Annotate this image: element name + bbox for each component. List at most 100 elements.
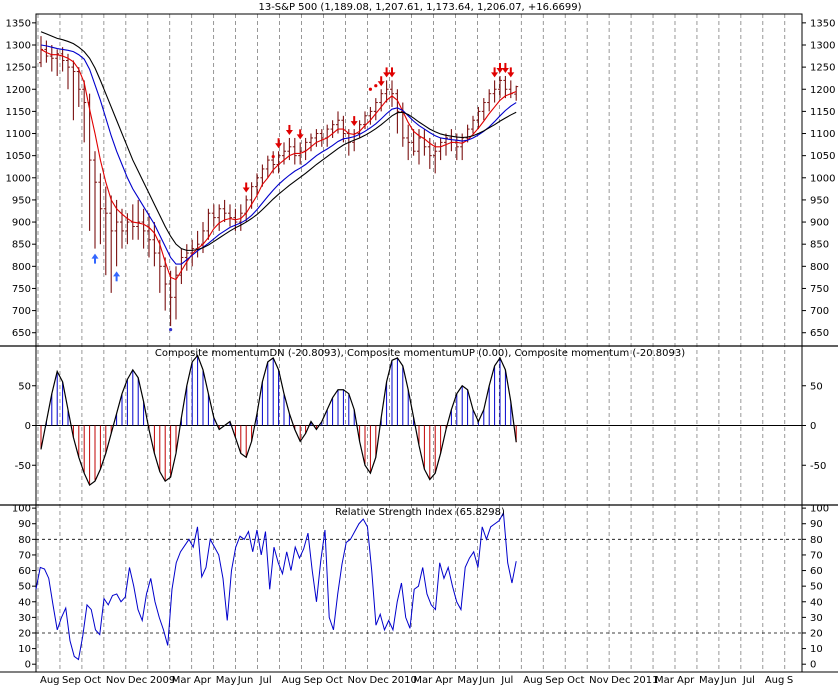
rsi-y-tick-left: 90 <box>18 519 31 530</box>
price-y-tick-left: 1150 <box>6 107 31 118</box>
buy-arrow-icon <box>91 253 99 259</box>
time-tick-label: Apr <box>194 675 212 686</box>
price-y-tick-right: 900 <box>810 218 829 229</box>
momentum-y-tick-right: 0 <box>810 421 816 432</box>
price-y-tick-right: 1250 <box>810 63 835 74</box>
moving-average-short <box>40 48 517 281</box>
time-tick-label: May <box>216 675 237 686</box>
time-tick-label: Jun <box>237 675 254 686</box>
price-y-tick-left: 850 <box>12 240 31 251</box>
time-tick-label: Nov <box>348 675 368 686</box>
price-y-tick-left: 650 <box>12 328 31 339</box>
sell-arrow-icon <box>242 187 250 193</box>
momentum-curve <box>40 354 517 487</box>
rsi-y-tick-left: 100 <box>12 504 31 515</box>
price-y-tick-left: 1000 <box>6 173 31 184</box>
time-tick-label: Mar <box>413 675 433 686</box>
price-y-tick-right: 1000 <box>810 173 835 184</box>
price-y-tick-right: 1050 <box>810 151 835 162</box>
time-tick-label: Oct <box>84 675 101 686</box>
price-y-tick-left: 800 <box>12 262 31 273</box>
time-tick-label: Jun <box>720 675 737 686</box>
time-tick-label: Mar <box>172 675 192 686</box>
rsi-frame <box>35 504 803 673</box>
sell-arrow-icon <box>501 67 509 73</box>
time-tick-label: Aug <box>282 675 302 686</box>
price-y-tick-left: 1300 <box>6 40 31 51</box>
price-y-tick-right: 800 <box>810 262 829 273</box>
time-tick-label: Apr <box>677 675 695 686</box>
price-y-tick-right: 1150 <box>810 107 835 118</box>
signal-dot <box>374 84 378 88</box>
time-tick-label: May <box>457 675 478 686</box>
rsi-y-tick-right: 40 <box>810 597 823 608</box>
rsi-y-tick-right: 50 <box>810 582 823 593</box>
rsi-panel <box>35 511 802 661</box>
time-tick-label: 2010 <box>391 675 416 686</box>
time-tick-label: Nov <box>106 675 126 686</box>
signal-dot <box>169 328 173 332</box>
moving-average-medium <box>40 44 517 265</box>
momentum-panel-title: Composite momentumDN (-20.8093), Composi… <box>155 348 685 359</box>
rsi-y-tick-right: 60 <box>810 566 823 577</box>
rsi-y-tick-left: 30 <box>18 613 31 624</box>
time-tick-label: 2011 <box>633 675 658 686</box>
time-tick-label: Jul <box>259 675 272 686</box>
time-tick-label: Aug <box>40 675 60 686</box>
momentum-y-tick-left: -50 <box>15 461 31 472</box>
sell-arrow-icon <box>496 67 504 73</box>
time-tick-label: Dec <box>369 675 388 686</box>
time-tick-label: Aug <box>523 675 543 686</box>
rsi-y-tick-right: 70 <box>810 550 823 561</box>
signal-dot <box>368 87 372 91</box>
rsi-y-tick-left: 40 <box>18 597 31 608</box>
rsi-y-tick-right: 20 <box>810 628 823 639</box>
rsi-y-tick-right: 30 <box>810 613 823 624</box>
rsi-y-tick-left: 20 <box>18 628 31 639</box>
price-y-tick-left: 1200 <box>6 85 31 96</box>
buy-arrow-icon <box>113 271 121 277</box>
price-y-tick-right: 1300 <box>810 40 835 51</box>
time-tick-label: Dec <box>128 675 147 686</box>
sell-arrow-icon <box>377 81 385 87</box>
time-tick-label: Jul <box>500 675 513 686</box>
time-tick-label: May <box>699 675 720 686</box>
rsi-y-tick-left: 70 <box>18 550 31 561</box>
signal-dot <box>271 154 275 159</box>
time-tick-label: Apr <box>435 675 453 686</box>
price-y-tick-right: 850 <box>810 240 829 251</box>
sell-arrow-icon <box>491 72 499 78</box>
sell-arrow-icon <box>275 143 283 149</box>
sell-arrow-icon <box>296 134 304 140</box>
sell-arrow-icon <box>507 72 515 78</box>
sell-arrow-icon <box>285 129 293 135</box>
price-y-tick-right: 1100 <box>810 129 835 140</box>
rsi-panel-title: Relative Strength Index (65.8298) <box>335 507 505 518</box>
momentum-y-tick-right: 50 <box>810 381 823 392</box>
time-tick-label: Jul <box>742 675 755 686</box>
time-tick-label: Aug <box>765 675 785 686</box>
rsi-y-tick-left: 50 <box>18 582 31 593</box>
time-tick-label: Oct <box>567 675 584 686</box>
grid-layer <box>37 14 786 672</box>
price-y-tick-right: 700 <box>810 306 829 317</box>
time-tick-label: Mar <box>655 675 675 686</box>
price-y-tick-left: 750 <box>12 284 31 295</box>
rsi-y-tick-right: 90 <box>810 519 823 530</box>
rsi-y-tick-left: 0 <box>25 660 31 671</box>
price-y-tick-right: 650 <box>810 328 829 339</box>
momentum-panel <box>36 354 802 487</box>
price-y-tick-right: 950 <box>810 195 829 206</box>
rsi-y-tick-left: 80 <box>18 535 31 546</box>
momentum-y-tick-left: 0 <box>25 421 31 432</box>
time-tick-label: Dec <box>611 675 630 686</box>
rsi-y-tick-left: 10 <box>18 644 31 655</box>
time-tick-label: S <box>787 675 793 686</box>
time-tick-label: Oct <box>326 675 343 686</box>
price-y-tick-left: 900 <box>12 218 31 229</box>
price-y-tick-left: 1100 <box>6 129 31 140</box>
rsi-y-tick-right: 0 <box>810 660 816 671</box>
time-tick-label: Sep <box>62 675 81 686</box>
price-y-tick-left: 700 <box>12 306 31 317</box>
